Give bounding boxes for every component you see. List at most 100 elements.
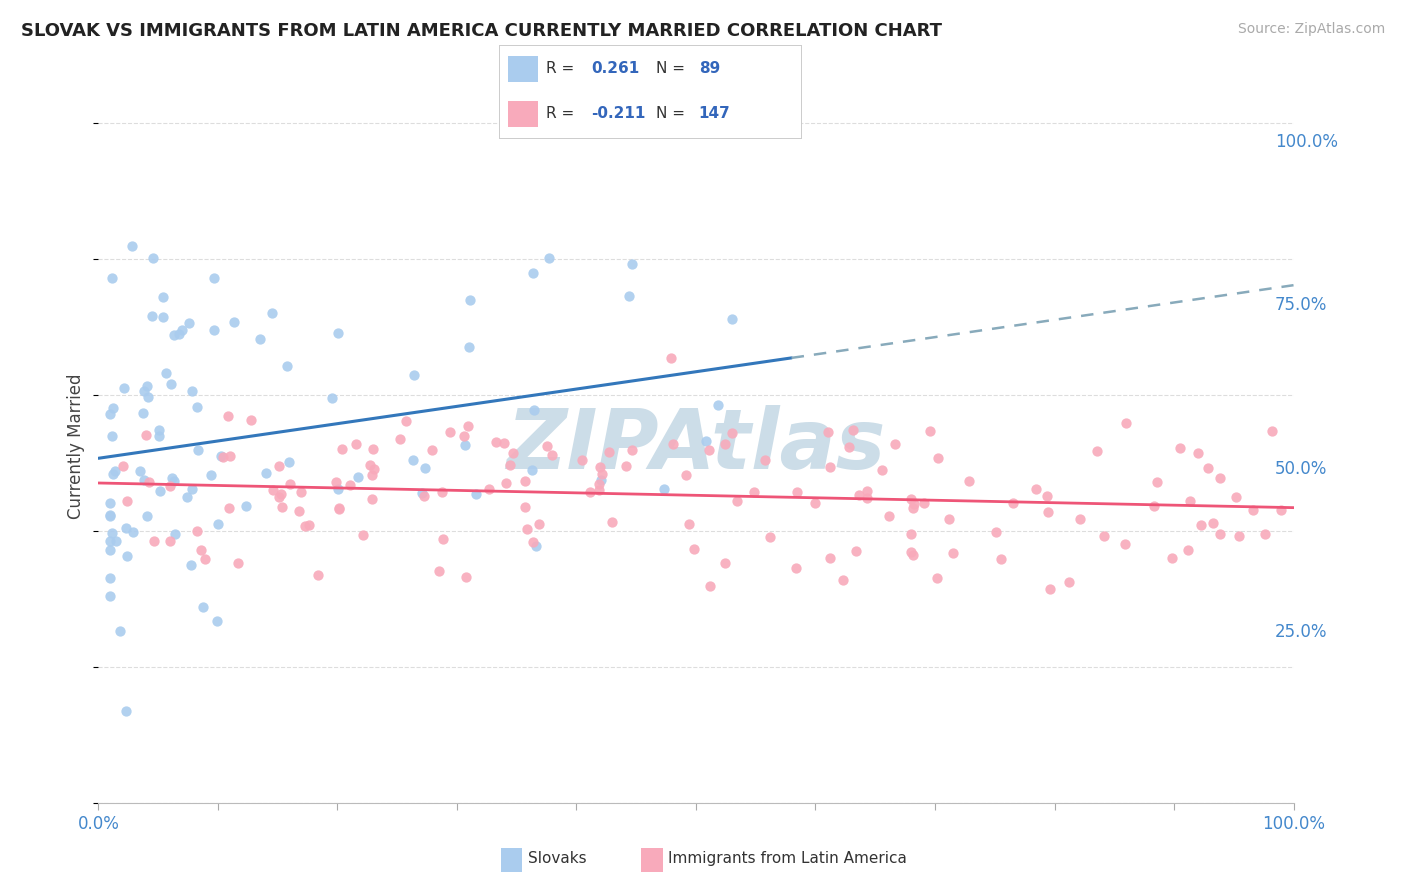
Immigrants from Latin America [630,449,652,463]
Immigrants from Latin America [502,425,524,439]
Immigrants from Latin America [624,470,647,484]
Slovaks [177,527,200,541]
Text: Source: ZipAtlas.com: Source: ZipAtlas.com [1237,22,1385,37]
Immigrants from Latin America [394,481,416,495]
Immigrants from Latin America [285,453,308,467]
Immigrants from Latin America [567,518,589,533]
Immigrants from Latin America [554,502,576,516]
Immigrants from Latin America [707,542,730,557]
Slovaks [502,348,524,362]
Slovaks [177,434,200,448]
Immigrants from Latin America [283,414,305,428]
Immigrants from Latin America [498,434,520,448]
Immigrants from Latin America [688,359,710,374]
Immigrants from Latin America [818,499,841,513]
Slovaks [336,366,359,380]
Slovaks [195,251,218,265]
Slovaks [564,540,586,554]
Immigrants from Latin America [444,419,467,434]
Immigrants from Latin America [943,547,966,561]
Immigrants from Latin America [415,471,437,485]
Immigrants from Latin America [415,466,437,480]
Immigrants from Latin America [527,440,550,454]
Slovaks [323,316,346,330]
Immigrants from Latin America [1076,448,1098,462]
Slovaks [254,447,277,461]
Slovaks [245,492,267,507]
Slovaks [382,485,405,500]
Immigrants from Latin America [479,533,502,547]
Slovaks [742,321,765,335]
Immigrants from Latin America [865,493,887,508]
Text: ZIPAtlas: ZIPAtlas [531,410,910,491]
Text: 89: 89 [699,61,720,76]
Immigrants from Latin America [384,503,406,517]
Immigrants from Latin America [613,488,636,502]
Immigrants from Latin America [1150,445,1173,459]
Slovaks [231,384,253,398]
Text: 147: 147 [699,106,730,121]
Immigrants from Latin America [747,496,769,510]
Text: 0.261: 0.261 [592,61,640,76]
Immigrants from Latin America [831,551,853,566]
Bar [641,847,662,872]
Immigrants from Latin America [412,461,434,475]
Immigrants from Latin America [1102,422,1125,436]
Immigrants from Latin America [987,552,1010,566]
Immigrants from Latin America [215,535,238,549]
Immigrants from Latin America [475,563,498,577]
Immigrants from Latin America [478,488,501,502]
Immigrants from Latin America [1170,519,1192,533]
Immigrants from Latin America [1032,581,1054,595]
Slovaks [176,499,198,513]
Immigrants from Latin America [890,442,912,456]
Immigrants from Latin America [723,578,745,592]
Slovaks [337,458,360,473]
Text: Immigrants from Latin America: Immigrants from Latin America [668,852,907,866]
Slovaks [239,335,262,350]
Immigrants from Latin America [844,572,866,586]
Bar [508,56,538,82]
Immigrants from Latin America [1167,450,1189,465]
Slovaks [190,549,212,564]
Slovaks [463,465,485,479]
Slovaks [190,698,212,713]
Immigrants from Latin America [939,514,962,528]
Text: Slovaks: Slovaks [527,852,586,866]
Slovaks [219,434,242,448]
Slovaks [205,411,228,425]
Immigrants from Latin America [555,524,578,538]
Immigrants from Latin America [1181,517,1204,532]
Immigrants from Latin America [621,464,644,478]
Slovaks [651,268,673,283]
Slovaks [451,375,474,389]
Slovaks [318,469,340,483]
Immigrants from Latin America [540,461,562,475]
Slovaks [276,452,298,467]
Slovaks [503,302,526,317]
Immigrants from Latin America [721,447,744,461]
Immigrants from Latin America [907,549,929,563]
Slovaks [561,277,583,291]
Immigrants from Latin America [929,455,952,469]
Slovaks [240,332,263,346]
Immigrants from Latin America [329,463,352,477]
Immigrants from Latin America [350,487,373,501]
Immigrants from Latin America [1204,530,1226,544]
Text: R =: R = [546,106,579,121]
Immigrants from Latin America [924,429,946,443]
Slovaks [499,442,522,457]
Immigrants from Latin America [957,477,980,491]
Slovaks [250,484,273,499]
Slovaks [179,407,201,421]
Immigrants from Latin America [905,528,928,542]
Slovaks [382,334,405,349]
Slovaks [560,467,582,481]
Immigrants from Latin America [852,428,875,442]
Text: N =: N = [657,61,690,76]
Slovaks [254,406,277,420]
Immigrants from Latin America [1229,528,1251,542]
Immigrants from Latin America [543,450,565,464]
Immigrants from Latin America [737,441,759,455]
Immigrants from Latin America [700,471,723,485]
